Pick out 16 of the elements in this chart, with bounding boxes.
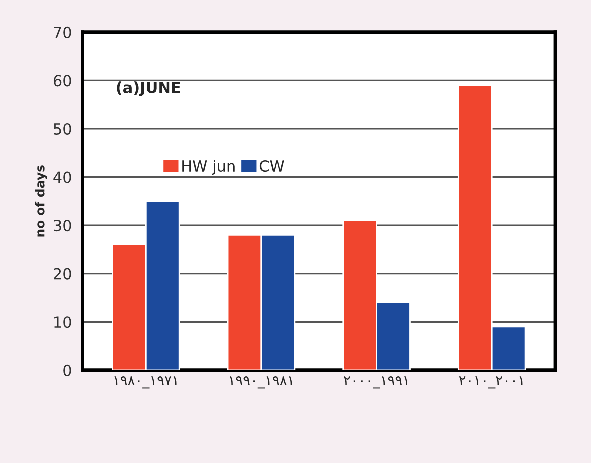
y-tick-label: 70 xyxy=(54,26,72,38)
x-tick-label: ١٩٨٠_١٩٧١ xyxy=(114,376,177,389)
y-tick-label: 0 xyxy=(64,364,72,376)
annotation: (a)JUNE xyxy=(117,82,180,96)
legend-label: CW xyxy=(260,160,284,172)
x-tick-label: ٢٠١٠_٢٠٠١ xyxy=(459,376,523,389)
x-tick-label: ١٩٩٠_١٩٨١ xyxy=(230,376,292,389)
y-axis-title: no of days xyxy=(35,166,48,237)
y-tick-label: 10 xyxy=(54,316,72,328)
x-tick-label: ٢٠٠٠_١٩٩١ xyxy=(344,376,408,389)
y-tick-label: 60 xyxy=(54,75,72,87)
y-tick-label: 30 xyxy=(54,220,72,232)
y-tick-label: 50 xyxy=(54,123,72,135)
legend-label: HW jun xyxy=(182,160,235,175)
y-tick-label: 40 xyxy=(54,172,72,184)
y-tick-label: 20 xyxy=(54,268,72,280)
